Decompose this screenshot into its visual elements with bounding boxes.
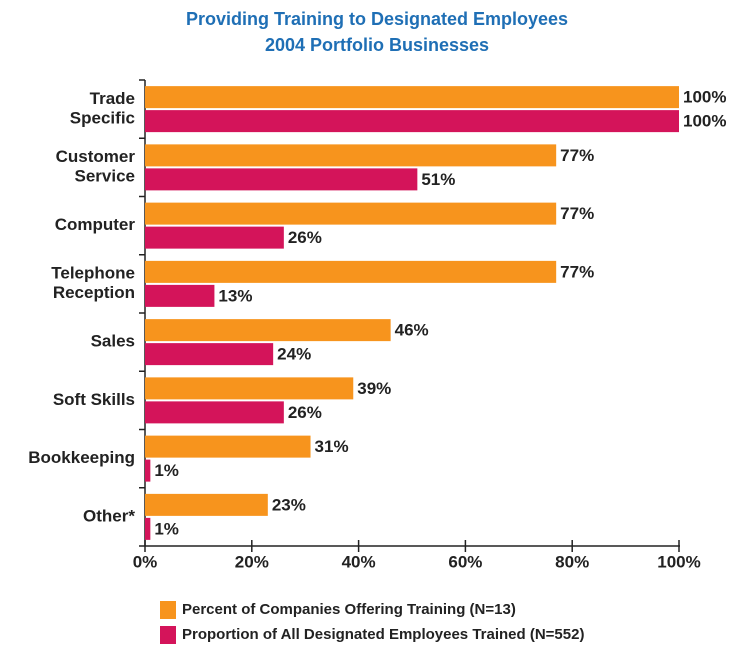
bar — [145, 517, 151, 540]
y-tick-label: Sales — [91, 332, 135, 351]
bar — [145, 168, 418, 191]
legend-label: Percent of Companies Offering Training (… — [182, 601, 516, 618]
x-tick-label: 40% — [342, 552, 376, 571]
chart-title: Providing Training to Designated Employe… — [186, 9, 568, 29]
value-label: 100% — [683, 112, 726, 131]
value-label: 100% — [683, 88, 726, 107]
legend-swatch — [160, 601, 176, 619]
y-tick-label: Telephone Reception — [51, 264, 135, 303]
bar — [145, 435, 311, 458]
x-tick-label: 20% — [235, 552, 269, 571]
value-label: 77% — [560, 262, 594, 281]
value-label: 77% — [560, 146, 594, 165]
value-label: 1% — [154, 519, 179, 538]
bar — [145, 284, 215, 307]
legend-swatch — [160, 626, 176, 644]
value-label: 23% — [272, 495, 306, 514]
value-label: 1% — [154, 461, 179, 480]
bar — [145, 110, 679, 133]
bar — [145, 226, 284, 249]
bar — [145, 319, 391, 342]
y-tick-label: Soft Skills — [53, 390, 135, 409]
x-tick-label: 0% — [133, 552, 158, 571]
value-label: 24% — [277, 345, 311, 364]
bar — [145, 144, 557, 167]
value-label: 26% — [288, 228, 322, 247]
y-tick-label: Customer Service — [56, 148, 136, 187]
bar — [145, 493, 268, 516]
bar — [145, 202, 557, 225]
y-tick-label: Computer — [55, 215, 136, 234]
value-label: 77% — [560, 204, 594, 223]
value-label: 26% — [288, 403, 322, 422]
bar — [145, 86, 679, 109]
value-label: 51% — [421, 170, 455, 189]
legend-label: Proportion of All Designated Employees T… — [182, 626, 584, 643]
y-tick-label: Trade Specific — [70, 89, 135, 128]
bar — [145, 260, 557, 283]
value-label: 31% — [315, 437, 349, 456]
value-label: 46% — [395, 321, 429, 340]
x-tick-label: 80% — [555, 552, 589, 571]
bar — [145, 377, 354, 400]
x-tick-label: 100% — [657, 552, 700, 571]
chart-subtitle: 2004 Portfolio Businesses — [265, 35, 489, 55]
bar — [145, 343, 274, 366]
x-tick-label: 60% — [448, 552, 482, 571]
bar — [145, 459, 151, 482]
value-label: 39% — [357, 379, 391, 398]
y-tick-label: Bookkeeping — [28, 448, 135, 467]
y-tick-label: Other* — [83, 506, 135, 525]
value-label: 13% — [218, 286, 252, 305]
bar — [145, 401, 284, 424]
